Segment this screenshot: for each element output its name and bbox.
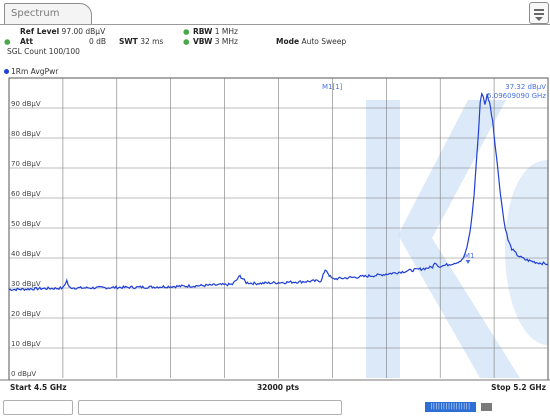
y-tick-label: 90 dBµV <box>11 100 41 108</box>
grid <box>9 78 548 378</box>
status-field-1[interactable] <box>3 400 73 415</box>
sgl-count: SGL Count 100/100 <box>7 47 80 56</box>
trace-1-line <box>8 91 549 292</box>
watermark <box>366 100 548 378</box>
window-menu-button[interactable] <box>529 2 549 24</box>
marker-name: M1[1] <box>322 83 343 91</box>
trace-label: 1Rm AvgPwr <box>11 67 59 76</box>
y-tick-label: 80 dBµV <box>11 130 41 138</box>
vbw-coupled-icon: ● <box>183 37 190 46</box>
y-tick-label: 50 dBµV <box>11 220 41 228</box>
trace-color-icon <box>4 69 9 74</box>
status-bar: |||||||||||||||| <box>0 398 550 416</box>
y-tick-label: 70 dBµV <box>11 160 41 168</box>
sweep-points: 32000 pts <box>257 383 300 392</box>
stop-frequency: Stop 5.2 GHz <box>491 383 546 392</box>
marker-m1-point-label: M1 <box>464 252 475 260</box>
ref-level-label: Ref Level <box>20 27 60 36</box>
y-axis-ticks: 90 dBµV 80 dBµV 70 dBµV 60 dBµV 50 dBµV 40 dB… <box>11 100 41 378</box>
ref-level: Ref Level 97.00 dBµV <box>20 27 105 37</box>
mode-label: Mode <box>276 37 300 46</box>
mode: Mode Auto Sweep <box>276 37 346 47</box>
vbw-value: 3 MHz <box>214 37 238 46</box>
swt-label: SWT <box>119 37 138 46</box>
tab-strip: Spectrum <box>0 0 550 25</box>
att-indicator-icon: ● <box>4 37 11 46</box>
y-tick-label: 60 dBµV <box>11 190 41 198</box>
ref-level-value: 97.00 dBµV <box>61 27 106 36</box>
marker-level: 37.32 dBµV <box>505 83 546 91</box>
rbw: RBW 1 MHz <box>193 27 238 37</box>
y-tick-label: 10 dBµV <box>11 340 41 348</box>
att-value: 0 dB <box>89 37 107 46</box>
vbw: VBW 3 MHz <box>193 37 238 47</box>
rbw-coupled-icon: ● <box>183 27 190 36</box>
menu-icon <box>534 9 544 21</box>
marker-m1-icon <box>465 260 471 265</box>
status-field-2[interactable] <box>78 400 342 415</box>
y-tick-label: 30 dBµV <box>11 280 41 288</box>
swt: SWT 32 ms <box>119 37 163 47</box>
marker-frequency: 5.09609090 GHz <box>487 92 546 100</box>
y-tick-label: 0 dBµV <box>11 370 36 378</box>
rbw-label: RBW <box>193 27 213 36</box>
swt-value: 32 ms <box>140 37 164 46</box>
vbw-label: VBW <box>193 37 213 46</box>
mode-value: Auto Sweep <box>301 37 347 46</box>
att-label: Att <box>20 37 33 46</box>
status-icon <box>481 403 492 411</box>
y-tick-label: 40 dBµV <box>11 250 41 258</box>
tab-spectrum[interactable]: Spectrum <box>4 3 92 24</box>
marker-m1: M1 <box>464 252 475 265</box>
settings-panel: Ref Level 97.00 dBµV ● Att 0 dB SWT 32 m… <box>0 25 550 65</box>
trace-label-bar: 1Rm AvgPwr <box>0 66 550 77</box>
rbw-value: 1 MHz <box>214 27 238 36</box>
start-frequency: Start 4.5 GHz <box>10 383 67 392</box>
y-tick-label: 20 dBµV <box>11 310 41 318</box>
sweep-progress: |||||||||||||||| <box>425 402 476 412</box>
